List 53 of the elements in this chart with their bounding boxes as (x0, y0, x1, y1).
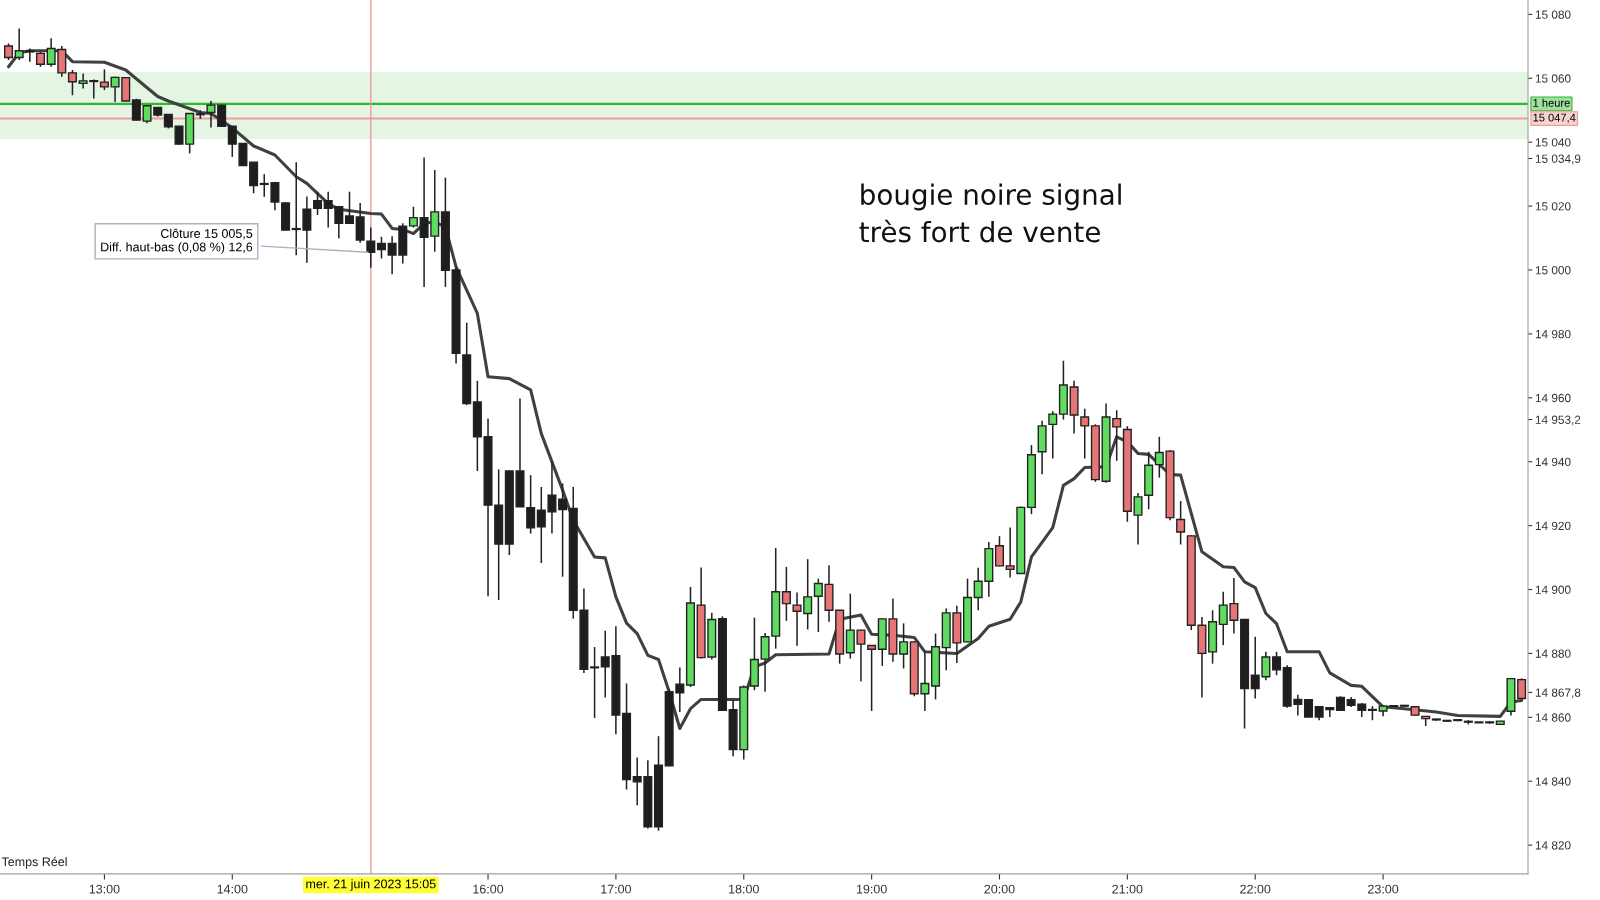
y-tick-label: 14 980 (1535, 329, 1571, 339)
y-tick-label: 14 867,8 (1535, 688, 1581, 699)
x-tick-label: 18:00 (729, 884, 759, 894)
y-tick-label: 14 920 (1535, 521, 1571, 531)
candlestick (1271, 651, 1282, 676)
candlestick (590, 646, 600, 719)
candlestick (313, 190, 323, 216)
candlestick (355, 202, 365, 244)
candlestick (408, 205, 418, 229)
candlestick (526, 474, 536, 535)
candlestick (899, 622, 909, 670)
y-tick-label: 14 820 (1535, 841, 1571, 850)
ref-line-label: mer. 21 juin 2023 15:05 (306, 879, 436, 891)
y-tick-label: 15 060 (1535, 74, 1571, 83)
x-tick-label: 21:00 (1112, 884, 1143, 894)
candlestick (366, 226, 376, 269)
candlestick (376, 236, 386, 260)
y-tick-label: 14 860 (1535, 713, 1571, 722)
candlestick (867, 644, 877, 712)
y-tick-label: 15 034,9 (1535, 154, 1581, 165)
annotation: bougie noire signal très fort de vente (859, 183, 1121, 243)
y-tick-label: 14 940 (1535, 457, 1571, 467)
candlestick (1080, 407, 1090, 460)
annotation: Clôture 15 005,5 Diff. haut-bas (0,08 %) 12,6 (101, 228, 253, 254)
x-tick-label: 14:00 (217, 884, 248, 894)
y-tick-label: 14 840 (1535, 777, 1571, 786)
y-tick-label: 14 953,2 (1535, 415, 1581, 426)
candlestick (558, 482, 568, 578)
x-tick-label: 22:00 (1240, 884, 1271, 894)
ref-line-label: 15 047,4 (1533, 113, 1576, 123)
y-tick-label: 14 960 (1535, 393, 1571, 403)
x-tick-label: 23:00 (1368, 884, 1399, 894)
candlestick (781, 566, 791, 622)
annotation: Temps Réel (1, 856, 67, 869)
candlestick (994, 535, 1005, 567)
y-tick-label: 14 900 (1535, 585, 1571, 594)
x-tick-label: 13:00 (89, 884, 120, 894)
ref-line-label: 1 heure (1533, 98, 1570, 107)
x-tick-label: 16:00 (473, 884, 504, 894)
candlestick (1048, 410, 1058, 460)
y-tick-label: 15 020 (1535, 202, 1571, 211)
candlestick (1176, 500, 1186, 546)
candlestick (99, 68, 109, 91)
y-tick-label: 15 000 (1535, 266, 1571, 275)
x-tick-label: 17:00 (601, 884, 632, 894)
candlestick (344, 190, 355, 225)
y-tick-label: 15 040 (1535, 138, 1571, 147)
candlestick (67, 69, 77, 96)
x-tick-label: 20:00 (984, 884, 1015, 894)
y-tick-label: 15 080 (1535, 10, 1571, 19)
candlestick (249, 161, 259, 195)
y-tick-label: 14 880 (1535, 649, 1571, 658)
x-tick-label: 19:00 (856, 884, 887, 894)
